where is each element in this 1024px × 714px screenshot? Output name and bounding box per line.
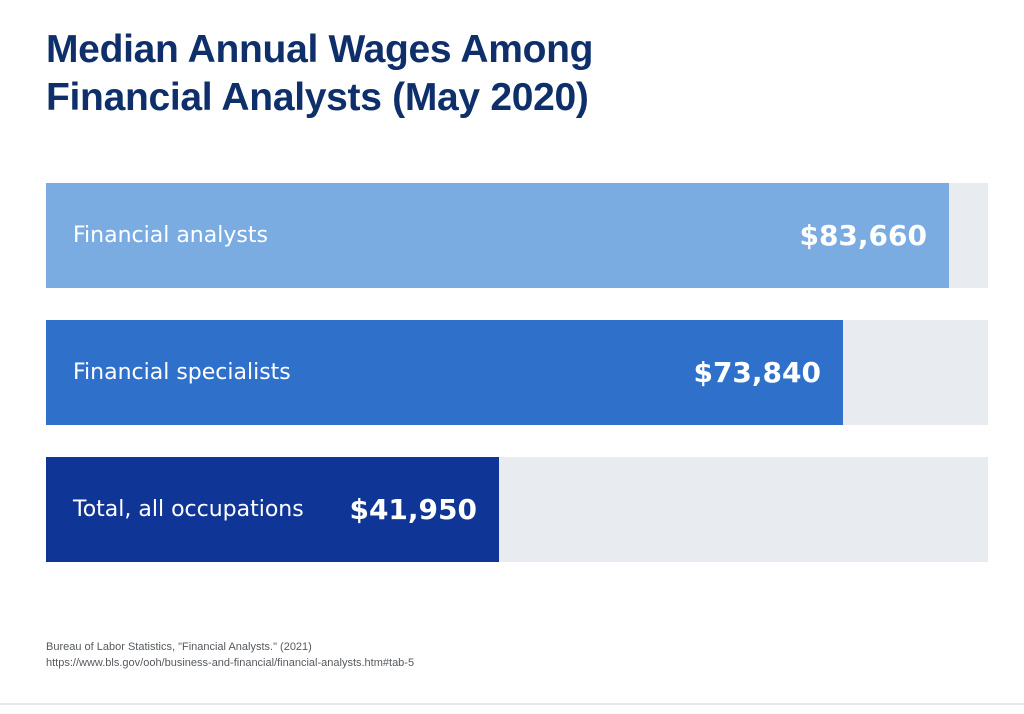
- chart-title-line-1: Median Annual Wages Among: [46, 28, 594, 71]
- source-citation: Bureau of Labor Statistics, "Financial A…: [46, 641, 312, 653]
- chart-title-line-2: Financial Analysts (May 2020): [46, 76, 589, 119]
- source-url[interactable]: https://www.bls.gov/ooh/business-and-fin…: [46, 657, 415, 669]
- bar-category-label: Financial analysts: [73, 223, 268, 248]
- bar: Financial specialists $73,840: [46, 320, 843, 425]
- bar-track: Financial specialists $73,840: [46, 320, 988, 425]
- bar-value-label: $73,840: [693, 356, 821, 389]
- bottom-divider: [0, 703, 1024, 705]
- bar-track: Total, all occupations $41,950: [46, 457, 988, 562]
- bar-value-label: $41,950: [349, 493, 477, 526]
- bar-category-label: Financial specialists: [73, 360, 291, 385]
- bar-category-label: Total, all occupations: [73, 497, 304, 522]
- bar: Financial analysts $83,660: [46, 183, 949, 288]
- bar-track: Financial analysts $83,660: [46, 183, 988, 288]
- chart-title: Median Annual Wages Among Financial Anal…: [46, 26, 946, 122]
- bar: Total, all occupations $41,950: [46, 457, 499, 562]
- bar-value-label: $83,660: [799, 219, 927, 252]
- source-note: Bureau of Labor Statistics, "Financial A…: [46, 639, 414, 671]
